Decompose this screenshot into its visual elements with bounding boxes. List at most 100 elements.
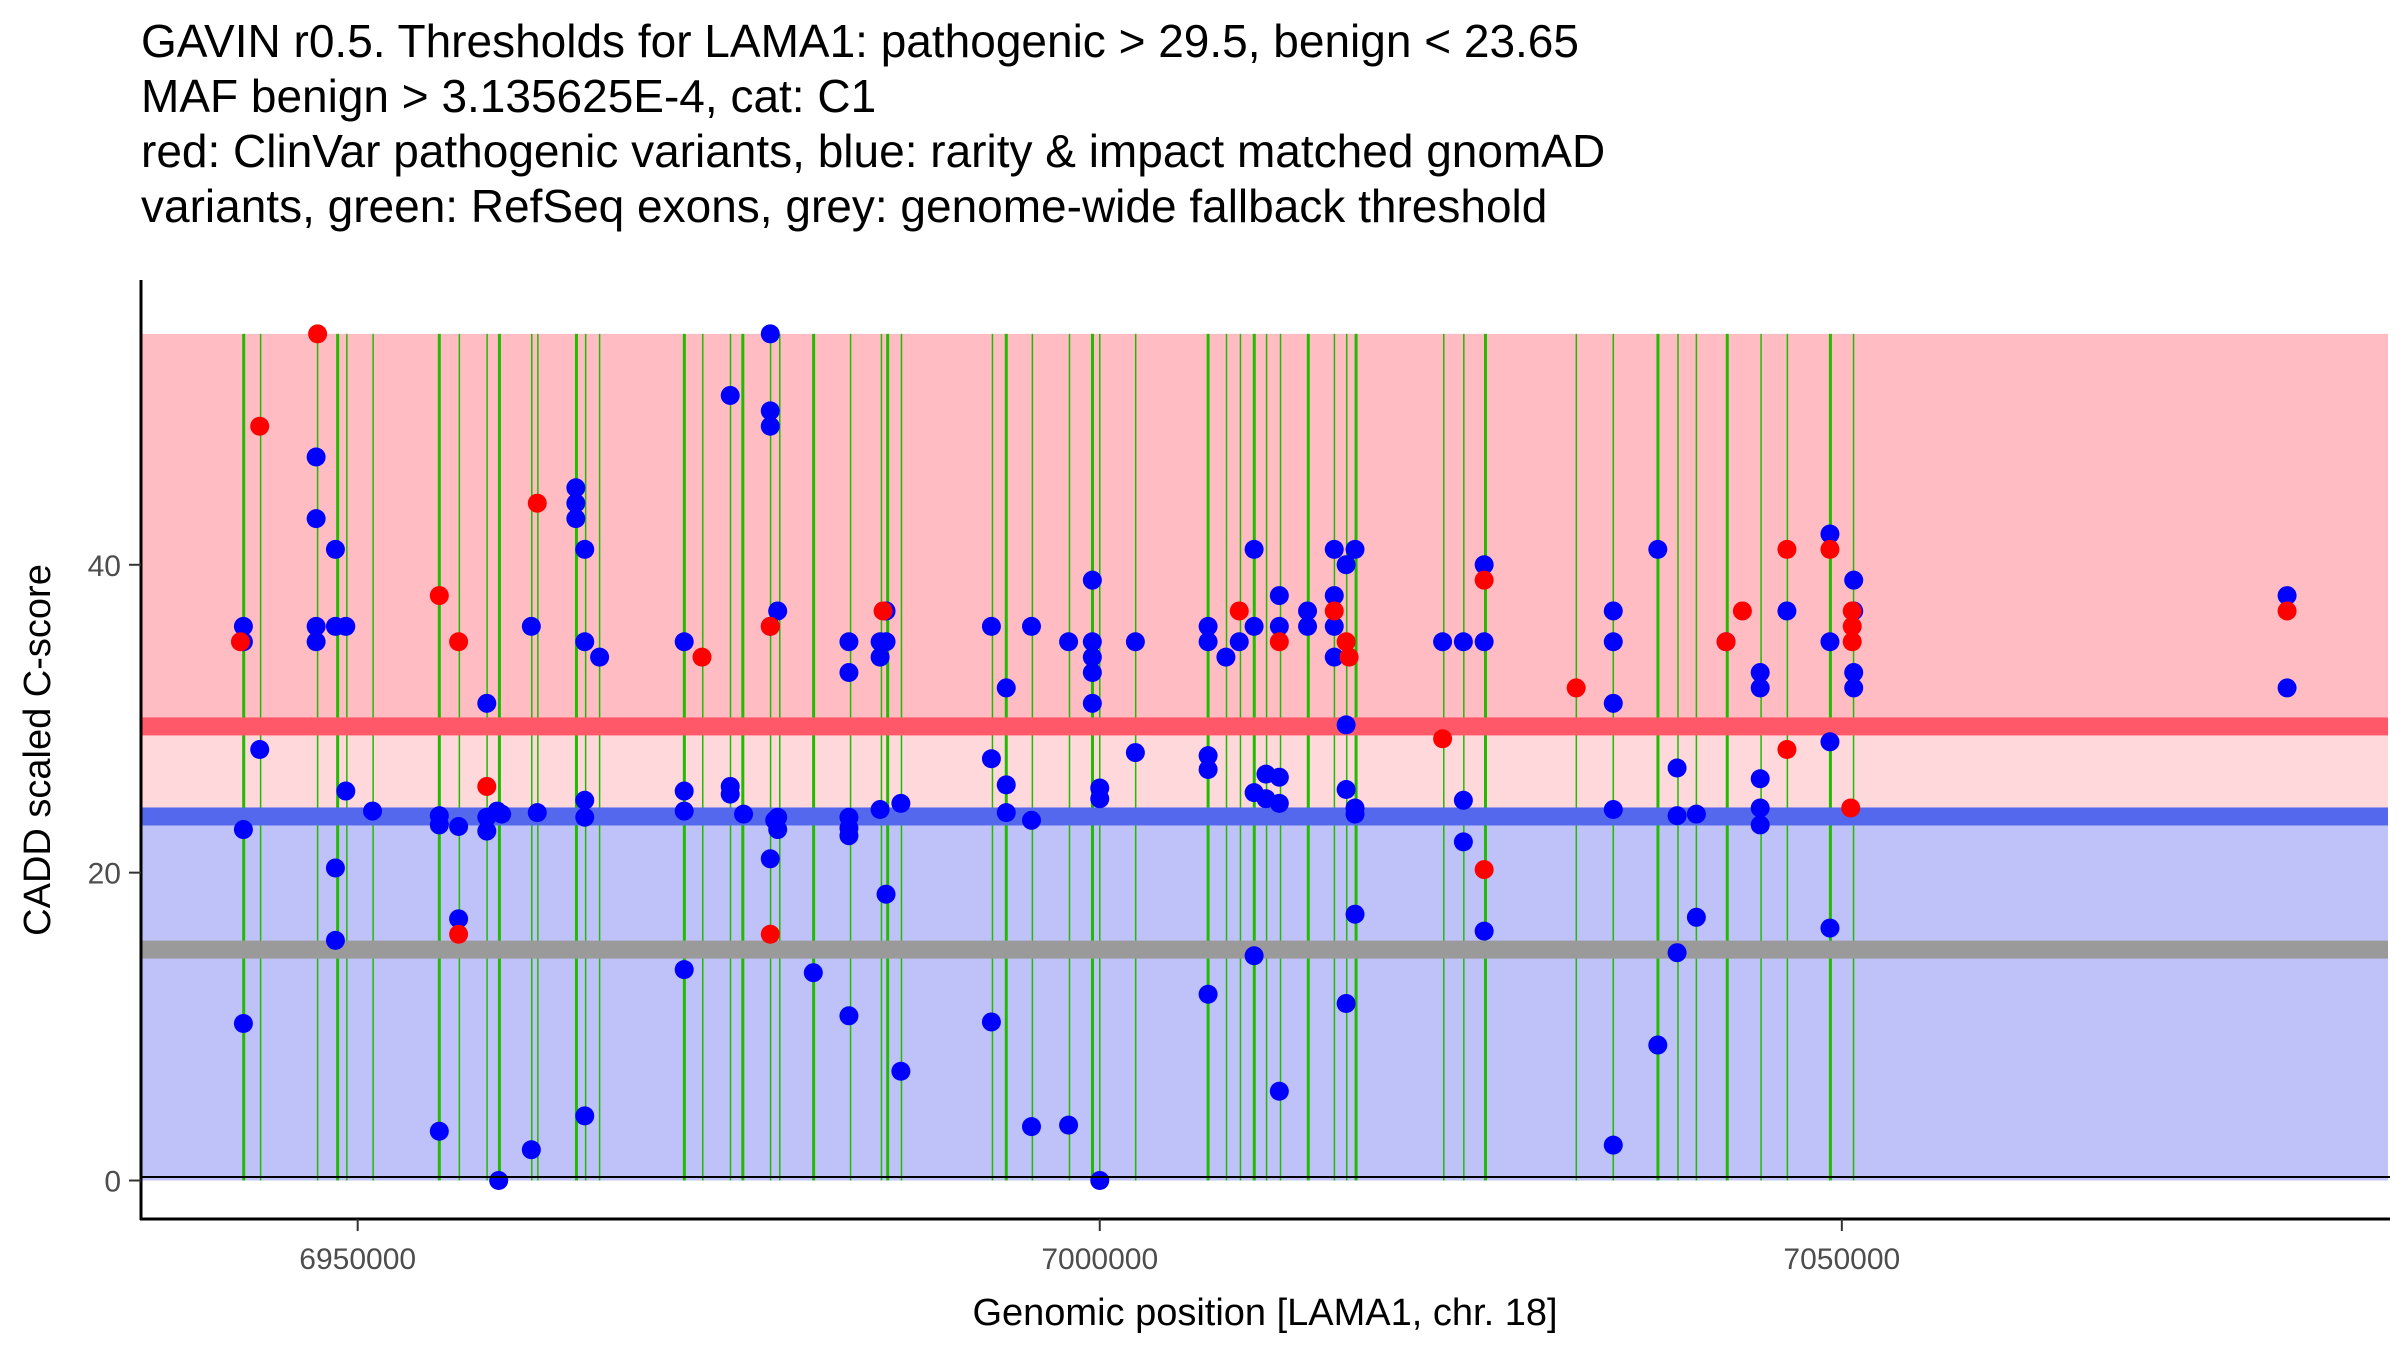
gnomad-point (720, 784, 740, 804)
gnomad-point (575, 539, 595, 559)
gnomad-point (1198, 984, 1218, 1004)
gnomad-point (2277, 678, 2297, 698)
gnomad-point (233, 616, 253, 636)
gnomad-point (325, 930, 345, 950)
gnomad-point (765, 810, 785, 830)
gnomad-point (674, 960, 694, 980)
clinvar-point (449, 924, 469, 944)
gnomad-point (336, 616, 356, 636)
gnomad-point (1820, 524, 1840, 544)
gnomad-point (527, 803, 547, 823)
clinvar-point (1820, 539, 1840, 559)
clinvar-point (250, 416, 270, 436)
clinvar-point (230, 632, 250, 652)
gnomad-point (575, 790, 595, 810)
gnomad-point (1082, 663, 1102, 683)
gnomad-point (839, 632, 859, 652)
gnomad-point (1324, 616, 1344, 636)
gnomad-point (674, 632, 694, 652)
gnomad-point (1820, 918, 1840, 938)
clinvar-point (1566, 678, 1586, 698)
gnomad-point (489, 1171, 509, 1191)
gnomad-point (306, 632, 326, 652)
gnomad-point (1686, 907, 1706, 927)
gnomad-point (1336, 780, 1356, 800)
clinvar-point (873, 601, 893, 621)
title-line-2: MAF benign > 3.135625E-4, cat: C1 (141, 70, 877, 122)
gnomad-point (1244, 539, 1264, 559)
gnomad-point (1244, 946, 1264, 966)
gnomad-point (575, 632, 595, 652)
gnomad-point (1269, 1081, 1289, 1101)
gnomad-point (1336, 715, 1356, 735)
gnomad-point (876, 632, 896, 652)
axes (139, 280, 2390, 1221)
gnomad-point (1125, 632, 1145, 652)
gnomad-point (1269, 793, 1289, 813)
gnomad-point (1844, 678, 1864, 698)
title-line-4: variants, green: RefSeq exons, grey: gen… (141, 180, 1548, 232)
gnomad-point (1474, 632, 1494, 652)
gnomad-point (1453, 790, 1473, 810)
gnomad-point (1820, 632, 1840, 652)
gnomad-point (1453, 632, 1473, 652)
gnomad-point (891, 793, 911, 813)
gnomad-point (449, 909, 469, 929)
gnomad-point (1198, 746, 1218, 766)
gnomad-point (363, 801, 383, 821)
gnomad-point (1750, 798, 1770, 818)
gnomad-point (429, 1121, 449, 1141)
clinvar-point (2277, 601, 2297, 621)
clinvar-point (1324, 601, 1344, 621)
gnomad-point (839, 1006, 859, 1026)
data-points (230, 324, 2297, 1191)
gnomad-point (1345, 804, 1365, 824)
gnomad-point (1021, 616, 1041, 636)
gnomad-point (1198, 616, 1218, 636)
gnomad-point (760, 416, 780, 436)
clinvar-point (1732, 601, 1752, 621)
gnomad-point (233, 1014, 253, 1034)
y-ticks: 0 20 40 (88, 550, 141, 1199)
gnomad-point (1082, 570, 1102, 590)
gnomad-point (870, 800, 890, 820)
region-benign (142, 816, 2388, 1181)
x-tick-label: 6950000 (299, 1243, 416, 1276)
gnomad-point (477, 821, 497, 841)
gnomad-point (1298, 616, 1318, 636)
gnomad-point (1216, 647, 1236, 667)
gnomad-point (1750, 678, 1770, 698)
gnomad-point (590, 647, 610, 667)
gnomad-point (1648, 1035, 1668, 1055)
gnomad-point (1667, 943, 1687, 963)
clinvar-point (1842, 601, 1862, 621)
gnomad-point (1090, 1171, 1110, 1191)
title-line-3: red: ClinVar pathogenic variants, blue: … (141, 125, 1606, 177)
gnomad-point (429, 815, 449, 835)
gnomad-point (306, 509, 326, 529)
gnomad-point (1336, 555, 1356, 575)
gnomad-point (1336, 993, 1356, 1013)
gnomad-point (1082, 693, 1102, 713)
gnomad-point (1603, 601, 1623, 621)
gnomad-point (760, 401, 780, 421)
gnomad-point (1229, 632, 1249, 652)
gnomad-point (674, 781, 694, 801)
gnomad-point (996, 775, 1016, 795)
clinvar-point (429, 586, 449, 606)
x-ticks: 6950000 7000000 7050000 (299, 1219, 1900, 1276)
gnomad-point (981, 1012, 1001, 1032)
clinvar-point (760, 616, 780, 636)
gnomad-point (1750, 769, 1770, 789)
gnomad-point (1090, 789, 1110, 809)
threshold-line (142, 807, 2388, 826)
gnomad-point (768, 601, 788, 621)
gnomad-point (1750, 663, 1770, 683)
clinvar-point (308, 324, 328, 344)
gnomad-point (521, 1140, 541, 1160)
clinvar-point (1842, 632, 1862, 652)
gnomad-point (891, 1061, 911, 1081)
x-tick-label: 7000000 (1041, 1243, 1158, 1276)
clinvar-point (1229, 601, 1249, 621)
gnomad-point (1269, 616, 1289, 636)
